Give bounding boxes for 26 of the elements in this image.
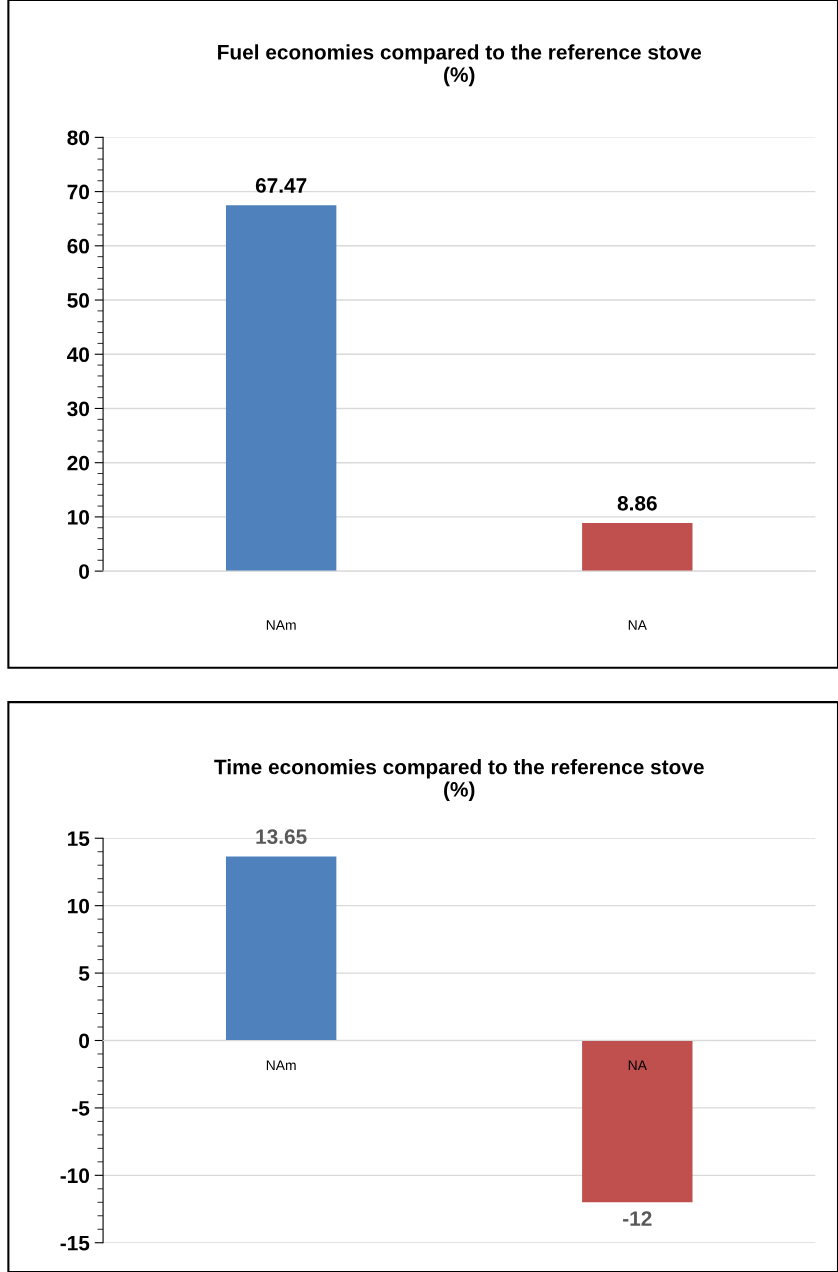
y-tick-label: -10 (60, 1168, 90, 1184)
y-tick-label: 0 (79, 1033, 90, 1049)
y-tick-label: 40 (67, 347, 90, 363)
y-tick-label: 70 (67, 184, 90, 200)
x-tick-label: NA (628, 1060, 647, 1071)
data-label: 67.47 (255, 178, 307, 193)
y-tick-label: 20 (67, 455, 90, 471)
chart-title: Fuel economies compared to the reference stove (%) (218, 44, 702, 87)
y-tick-label: 60 (67, 238, 90, 254)
y-tick-label: 30 (67, 401, 90, 417)
data-label: 8.86 (617, 495, 657, 511)
y-tick-label: 80 (67, 130, 90, 146)
y-tick-label: -5 (72, 1101, 90, 1116)
y-tick-label: 10 (68, 509, 90, 525)
x-tick-label: NAm (266, 1060, 296, 1071)
y-tick-label: 0 (79, 564, 90, 579)
y-tick-label: 50 (67, 293, 90, 308)
x-tick-label: NAm (266, 620, 296, 630)
chart-title: Time economies compared to the reference stove (%) (214, 759, 704, 801)
x-tick-label: NA (628, 620, 647, 630)
y-tick-label: 10 (68, 898, 90, 914)
y-tick-label: -15 (60, 1235, 90, 1251)
y-tick-label: 5 (78, 966, 90, 981)
y-tick-label: 15 (68, 831, 90, 846)
data-label: 13.65 (256, 829, 307, 845)
data-label: -12 (623, 1211, 652, 1226)
